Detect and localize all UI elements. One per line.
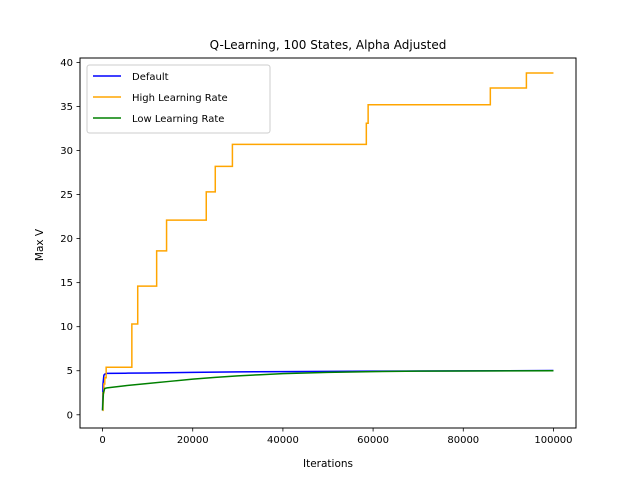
legend: Default High Learning Rate Low Learning Ra… [86,64,271,134]
legend-label-0: Default [132,72,169,83]
series-line-1 [102,72,554,412]
x-axis-label: Iterations [303,458,353,470]
y-axis-label: Max V [34,228,46,261]
x-tick-label-3: 60000 [357,435,389,446]
y-tick-label-1: 5 [67,366,73,377]
x-tick-label-5: 100000 [534,435,572,446]
y-tick-label-6: 30 [60,146,73,157]
plot-frame [79,57,577,429]
x-axis: 0 20000 40000 60000 80000 100000 [99,428,573,446]
series-line-2 [101,369,554,411]
y-tick-label-4: 20 [60,234,73,245]
chart-title: Q-Learning, 100 States, Alpha Adjusted [210,38,447,52]
y-tick-label-5: 25 [60,190,73,201]
legend-label-2: Low Learning Rate [132,114,224,125]
y-tick-label-3: 15 [60,278,73,289]
x-tick-label-0: 0 [99,435,105,446]
legend-frame [86,64,271,134]
x-tick-label-2: 40000 [267,435,299,446]
y-tick-label-8: 40 [60,58,73,69]
y-tick-label-2: 10 [60,322,73,333]
series-layer [101,72,554,412]
x-tick-label-1: 20000 [177,435,209,446]
legend-label-1: High Learning Rate [132,93,228,104]
y-axis: 0 5 10 15 20 25 30 35 40 [60,58,80,421]
y-tick-label-7: 35 [60,102,73,113]
y-tick-label-0: 0 [67,410,73,421]
x-tick-label-4: 80000 [447,435,479,446]
